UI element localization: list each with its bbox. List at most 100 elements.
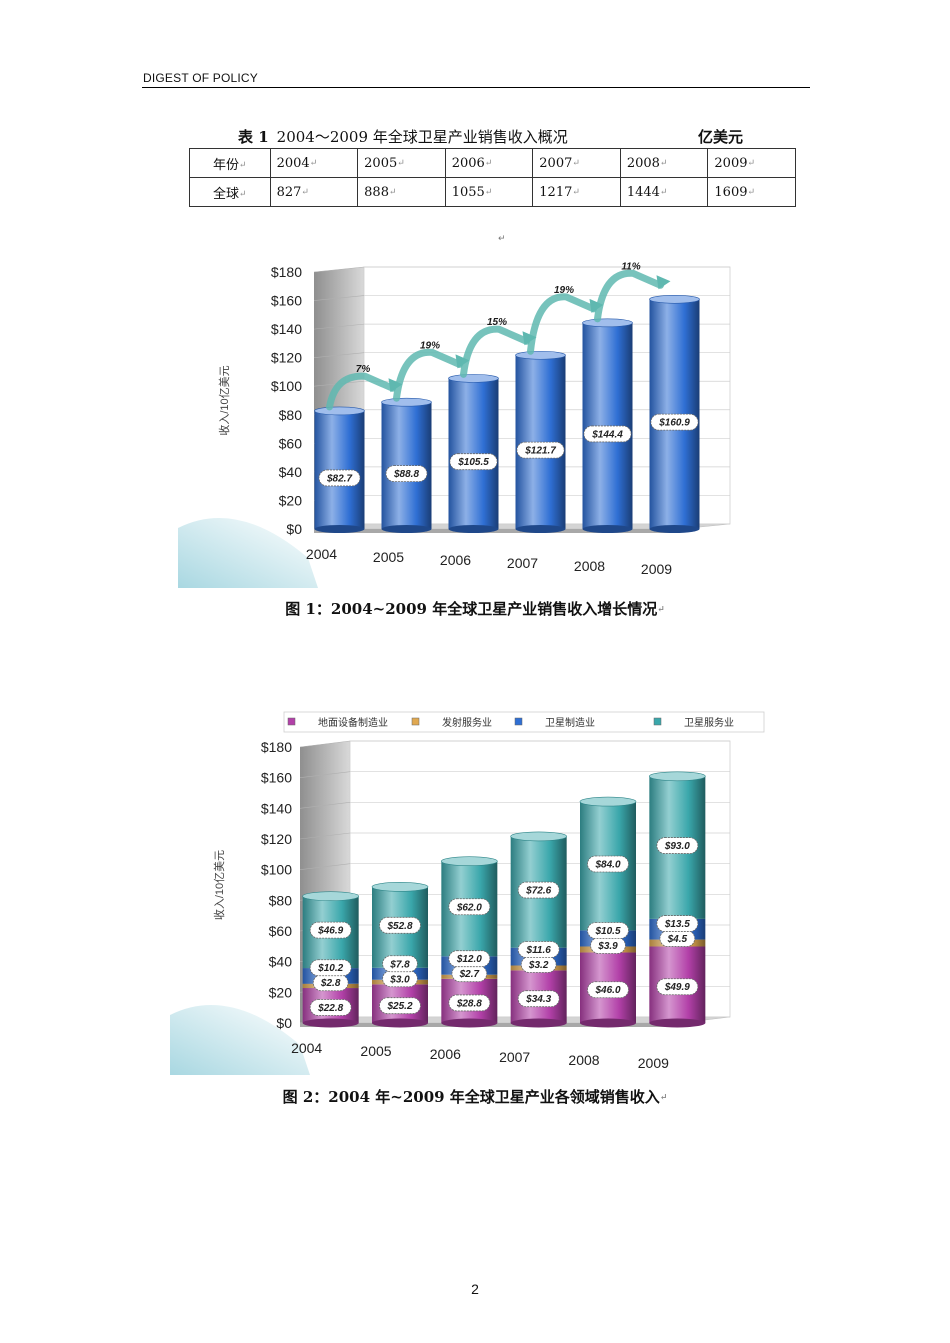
x-tick-label: 2007	[507, 555, 538, 571]
value-label: $105.5	[457, 457, 489, 468]
x-tick-label: 2006	[440, 552, 471, 568]
segment-revenue-chart: 地面设备制造业 发射服务业 卫星制造业 卫星服务业 $0 $20 $40 $60 $80 $100…	[170, 711, 765, 1075]
decorative-swirl	[170, 1005, 310, 1075]
y-tick-label: $120	[271, 350, 302, 366]
gridline-side	[299, 802, 351, 809]
y-tick-label: $140	[261, 800, 292, 816]
x-tick-label: 2007	[499, 1049, 530, 1065]
y-axis-label: 收入/10亿美元	[212, 850, 226, 920]
y-tick-label: $0	[286, 521, 302, 537]
y-tick-label: $60	[279, 435, 303, 451]
x-tick-label: 2008	[568, 1052, 599, 1068]
gridline-side	[299, 863, 351, 870]
gridline-side	[299, 740, 351, 748]
y-tick-label: $100	[261, 862, 292, 878]
bar-base	[314, 525, 365, 533]
table-cell: 1444↵	[619, 177, 709, 207]
bar-top	[381, 397, 432, 407]
y-tick-label: $180	[271, 264, 302, 280]
legend-box	[283, 711, 765, 733]
value-label: $25.2	[386, 1001, 412, 1012]
growth-arrow	[393, 348, 463, 402]
value-label: $46.9	[317, 926, 343, 937]
value-label-bubble	[382, 955, 418, 973]
figure2-caption: 图 2：2004 年~2009 年全球卫星产业各领域销售收入↵	[282, 1088, 668, 1106]
revenue-growth-chart: $0 $20 $40 $60 $80 $100 $120 $140 $160 $180 收入/10亿…	[178, 261, 731, 588]
value-label-bubble	[656, 837, 699, 854]
growth-rate-label: 11%	[621, 261, 640, 272]
legend-swatch	[514, 717, 523, 726]
bar-top	[649, 294, 700, 304]
growth-arrow	[594, 269, 664, 323]
table-unit: 亿美元	[698, 128, 744, 146]
gridline-side	[313, 323, 365, 330]
growth-arrow	[527, 293, 597, 355]
y-tick-label: $0	[276, 1015, 292, 1031]
y-tick-label: $20	[269, 984, 293, 1000]
growth-arrow-head	[656, 275, 671, 290]
value-label: $4.5	[667, 934, 688, 945]
bar-base	[649, 525, 700, 533]
value-label: $93.0	[664, 841, 690, 852]
table-cell: 1609↵	[707, 177, 796, 207]
growth-rate-label: 7%	[356, 364, 371, 375]
value-label-bubble	[385, 465, 428, 483]
y-tick-label: $80	[279, 407, 303, 423]
x-tick-label: 2009	[638, 1055, 669, 1071]
y-tick-label: $40	[269, 954, 293, 970]
y-axis-label: 收入/10亿美元	[217, 365, 231, 435]
growth-arrow	[326, 372, 396, 411]
bar-base	[372, 1018, 428, 1028]
x-tick-label: 2009	[641, 561, 672, 577]
figure1-caption: 图 1：2004~2009 年全球卫星产业销售收入增长情况↵	[285, 600, 665, 618]
gridline-side	[313, 352, 365, 358]
value-label: $13.5	[664, 919, 690, 930]
value-label: $7.8	[389, 959, 410, 970]
bar-base	[515, 525, 566, 533]
bar-base	[510, 1018, 567, 1028]
value-label-bubble	[379, 916, 421, 934]
paragraph-mark: ↵	[498, 234, 506, 244]
value-label: $10.5	[594, 926, 620, 937]
y-tick-label: $120	[261, 831, 292, 847]
table-caption-text: 2004～2009 年全球卫星产业销售收入概况	[276, 128, 568, 146]
value-label: $62.0	[456, 902, 482, 913]
bar-base	[441, 1018, 498, 1028]
legend-label: 发射服务业	[442, 716, 492, 729]
bar-top	[371, 882, 429, 892]
value-label-bubble	[309, 959, 352, 977]
growth-rate-label: 19%	[420, 340, 440, 351]
value-label: $3.2	[528, 960, 549, 971]
value-label-bubble	[517, 990, 560, 1008]
table-row-global: 全球↵ 827↵ 888↵ 1055↵ 1217↵ 1444↵ 1609↵	[189, 177, 796, 207]
bar-top	[448, 374, 499, 383]
value-label-bubble	[379, 997, 421, 1015]
growth-arrow	[460, 325, 530, 378]
value-label: $2.8	[320, 978, 341, 989]
value-label: $82.7	[326, 473, 352, 484]
value-label: $84.0	[594, 859, 620, 870]
y-tick-label: $20	[279, 492, 303, 508]
value-label: $12.0	[456, 954, 482, 965]
value-label-bubble	[587, 981, 629, 999]
table-cell: 827↵	[269, 177, 359, 207]
value-label: $22.8	[317, 1003, 343, 1014]
table-caption-number: 表 1	[238, 128, 269, 146]
value-label-bubble	[309, 999, 352, 1016]
value-label: $11.6	[526, 945, 552, 956]
bar-top	[510, 831, 567, 842]
table-cell: 2006↵	[444, 148, 534, 178]
x-tick-label: 2004	[306, 546, 337, 562]
table-cell: 2004↵	[269, 148, 359, 178]
y-tick-label: $100	[271, 378, 302, 394]
bar-base	[302, 1018, 359, 1028]
table-cell: 1055↵	[444, 177, 534, 207]
bar-base	[582, 525, 633, 533]
value-label: $144.4	[591, 429, 623, 440]
legend-label: 卫星服务业	[684, 716, 734, 729]
value-label: $28.8	[456, 998, 482, 1009]
table-cell: 2005↵	[357, 148, 446, 178]
table-caption: 表 1 2004～2009 年全球卫星产业销售收入概况 亿美元	[238, 126, 758, 146]
table-cell: 2009↵	[707, 148, 796, 178]
legend-swatch	[411, 717, 420, 726]
